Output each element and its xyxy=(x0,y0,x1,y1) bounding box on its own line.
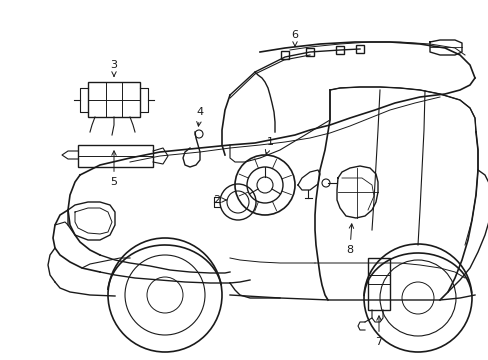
Bar xyxy=(88,82,140,117)
Text: 8: 8 xyxy=(346,224,353,255)
Text: 5: 5 xyxy=(110,151,117,187)
Bar xyxy=(335,46,343,54)
Text: 6: 6 xyxy=(291,30,298,46)
Bar xyxy=(305,48,313,56)
Text: 7: 7 xyxy=(375,316,382,347)
Bar xyxy=(281,51,288,59)
Text: 3: 3 xyxy=(110,60,117,76)
Bar xyxy=(355,45,363,53)
Text: 4: 4 xyxy=(196,107,203,126)
Text: 1: 1 xyxy=(265,137,273,154)
Text: 2: 2 xyxy=(212,195,226,205)
Bar xyxy=(78,145,153,167)
Bar xyxy=(367,258,389,310)
